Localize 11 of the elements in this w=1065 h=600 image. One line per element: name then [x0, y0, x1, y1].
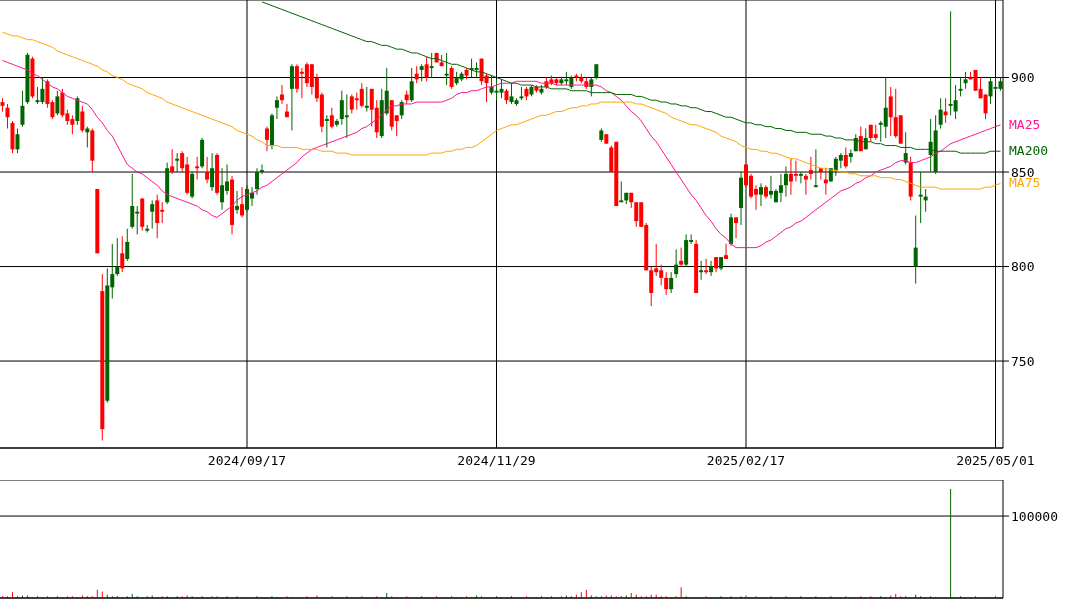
y-tick-label: 750	[1011, 353, 1035, 369]
x-tick-label: 2025/05/01	[956, 453, 1035, 469]
x-tick-label: 2024/09/17	[207, 453, 287, 469]
y-tick-label: 800	[1011, 259, 1035, 275]
x-tick-label: 2024/11/29	[457, 453, 536, 469]
series-label: MA25	[1009, 116, 1041, 133]
series-label: MA75	[1009, 175, 1041, 192]
series-label: MA200	[1009, 143, 1049, 160]
x-tick-label: 2025/02/17	[706, 453, 786, 469]
y-tick-label: 900	[1011, 70, 1035, 86]
y-tick-label: 100000	[1011, 508, 1058, 524]
